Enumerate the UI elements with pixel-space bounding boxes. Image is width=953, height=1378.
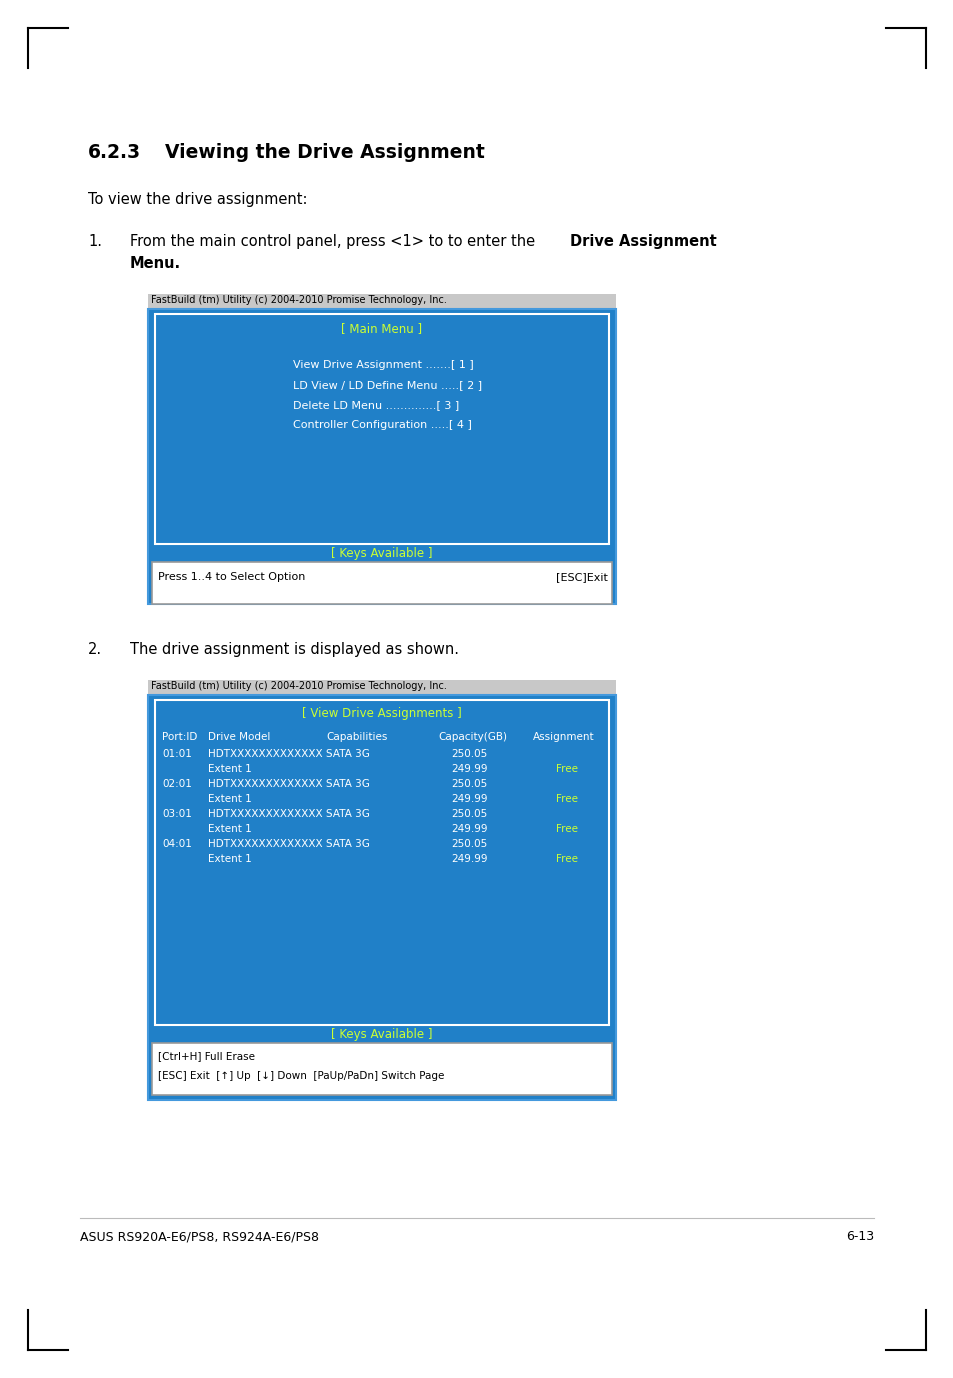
- Text: HDTXXXXXXXXXXXXX: HDTXXXXXXXXXXXXX: [208, 779, 322, 790]
- Text: [ Keys Available ]: [ Keys Available ]: [331, 1028, 433, 1040]
- Text: 250.05: 250.05: [452, 750, 488, 759]
- Text: Assignment: Assignment: [533, 732, 594, 741]
- Bar: [154, 700, 608, 1025]
- Text: Controller Configuration .....[ 4 ]: Controller Configuration .....[ 4 ]: [293, 420, 472, 430]
- Text: The drive assignment is displayed as shown.: The drive assignment is displayed as sho…: [130, 642, 458, 657]
- Text: Drive Model: Drive Model: [208, 732, 270, 741]
- Text: 01:01: 01:01: [162, 750, 192, 759]
- Text: 03:01: 03:01: [162, 809, 192, 819]
- Text: ASUS RS920A-E6/PS8, RS924A-E6/PS8: ASUS RS920A-E6/PS8, RS924A-E6/PS8: [80, 1231, 318, 1243]
- Text: Free: Free: [556, 794, 578, 803]
- Text: Capabilities: Capabilities: [326, 732, 387, 741]
- Bar: [148, 309, 616, 604]
- Text: Drive Assignment: Drive Assignment: [569, 234, 716, 249]
- Text: 249.99: 249.99: [451, 854, 488, 864]
- Text: [ESC]Exit: [ESC]Exit: [556, 572, 607, 582]
- Bar: [152, 1043, 612, 1096]
- Text: 02:01: 02:01: [162, 779, 192, 790]
- Text: Extent 1: Extent 1: [208, 794, 252, 803]
- Text: 1.: 1.: [88, 234, 102, 249]
- Text: Viewing the Drive Assignment: Viewing the Drive Assignment: [165, 143, 484, 163]
- Bar: [152, 562, 612, 604]
- Bar: [148, 294, 616, 309]
- Text: SATA 3G: SATA 3G: [326, 750, 370, 759]
- Text: Free: Free: [556, 824, 578, 834]
- Bar: [148, 695, 616, 1100]
- Text: 2.: 2.: [88, 642, 102, 657]
- Text: Press 1..4 to Select Option: Press 1..4 to Select Option: [158, 572, 305, 582]
- Text: 250.05: 250.05: [452, 839, 488, 849]
- Text: SATA 3G: SATA 3G: [326, 839, 370, 849]
- Text: [Ctrl+H] Full Erase: [Ctrl+H] Full Erase: [158, 1051, 254, 1061]
- Text: HDTXXXXXXXXXXXXX: HDTXXXXXXXXXXXXX: [208, 839, 322, 849]
- Text: LD View / LD Define Menu .....[ 2 ]: LD View / LD Define Menu .....[ 2 ]: [293, 380, 481, 390]
- Text: Free: Free: [556, 763, 578, 774]
- Text: Extent 1: Extent 1: [208, 854, 252, 864]
- Text: [ESC] Exit  [↑] Up  [↓] Down  [PaUp/PaDn] Switch Page: [ESC] Exit [↑] Up [↓] Down [PaUp/PaDn] S…: [158, 1071, 444, 1080]
- Text: Extent 1: Extent 1: [208, 763, 252, 774]
- Text: 6-13: 6-13: [845, 1231, 873, 1243]
- Text: Menu.: Menu.: [130, 256, 181, 271]
- Text: Extent 1: Extent 1: [208, 824, 252, 834]
- Text: To view the drive assignment:: To view the drive assignment:: [88, 192, 307, 207]
- Text: SATA 3G: SATA 3G: [326, 809, 370, 819]
- Text: 250.05: 250.05: [452, 779, 488, 790]
- Text: Delete LD Menu ..............[ 3 ]: Delete LD Menu ..............[ 3 ]: [293, 400, 458, 411]
- Text: 249.99: 249.99: [451, 824, 488, 834]
- Text: HDTXXXXXXXXXXXXX: HDTXXXXXXXXXXXXX: [208, 750, 322, 759]
- Text: 04:01: 04:01: [162, 839, 192, 849]
- Bar: [154, 314, 608, 544]
- Text: FastBuild (tm) Utility (c) 2004-2010 Promise Technology, Inc.: FastBuild (tm) Utility (c) 2004-2010 Pro…: [151, 295, 446, 305]
- Text: 6.2.3: 6.2.3: [88, 143, 141, 163]
- Text: View Drive Assignment .......[ 1 ]: View Drive Assignment .......[ 1 ]: [293, 360, 474, 371]
- Text: 249.99: 249.99: [451, 763, 488, 774]
- Text: 249.99: 249.99: [451, 794, 488, 803]
- Text: Port:ID: Port:ID: [162, 732, 197, 741]
- Bar: [148, 679, 616, 695]
- Text: [ Main Menu ]: [ Main Menu ]: [341, 322, 422, 335]
- Text: Free: Free: [556, 854, 578, 864]
- Text: From the main control panel, press <1> to to enter the: From the main control panel, press <1> t…: [130, 234, 539, 249]
- Text: 250.05: 250.05: [452, 809, 488, 819]
- Text: [ View Drive Assignments ]: [ View Drive Assignments ]: [302, 707, 461, 719]
- Text: Capacity(GB): Capacity(GB): [437, 732, 506, 741]
- Text: SATA 3G: SATA 3G: [326, 779, 370, 790]
- Text: FastBuild (tm) Utility (c) 2004-2010 Promise Technology, Inc.: FastBuild (tm) Utility (c) 2004-2010 Pro…: [151, 681, 446, 690]
- Text: HDTXXXXXXXXXXXXX: HDTXXXXXXXXXXXXX: [208, 809, 322, 819]
- Text: [ Keys Available ]: [ Keys Available ]: [331, 547, 433, 559]
